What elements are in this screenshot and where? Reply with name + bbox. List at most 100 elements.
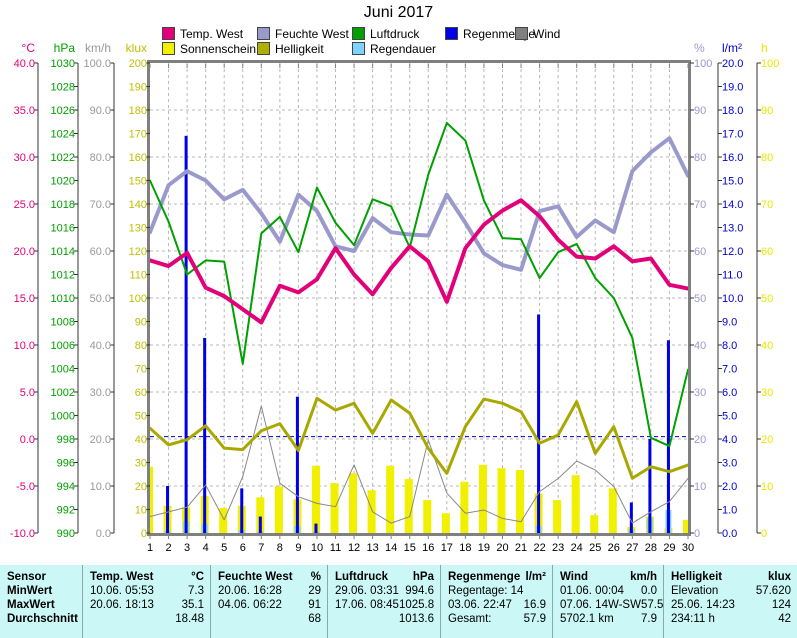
table-cell-value: 57.9 xyxy=(523,613,546,625)
axis-tick-label: 70 xyxy=(761,199,773,211)
axis-unit-header-percent: % xyxy=(694,41,705,55)
table-column-title: Feuchte West xyxy=(218,571,293,583)
table-cell-row: 29.06. 03:31 994.6 xyxy=(328,584,440,598)
bar-sonnenschein xyxy=(423,500,432,533)
axis-tick-label: 994 xyxy=(57,481,75,493)
axis-tick-label: 1018 xyxy=(51,199,75,211)
axis-tick-label: 150 xyxy=(129,176,147,188)
table-column-temp-west: Temp. West °C 10.06. 05:53 7.3 20.06. 18:13 3… xyxy=(82,565,210,638)
bar-sonnenschein xyxy=(386,465,395,533)
legend-label: Luftdruck xyxy=(370,27,420,41)
table-cell-value: 57.5 xyxy=(640,599,663,611)
axis-tick-label: 10.0 xyxy=(14,340,35,352)
x-axis-label: 19 xyxy=(478,542,490,554)
bar-sonnenschein xyxy=(460,481,469,533)
line-temp-west xyxy=(150,198,690,325)
bar-sonnenschein xyxy=(274,486,283,533)
table-cell-value: 16.9 xyxy=(523,599,546,611)
bar-sonnenschein xyxy=(404,478,413,533)
table-cell-value: 124 xyxy=(771,599,791,611)
table-cell-row: 04.06. 06:22 91 xyxy=(211,598,327,612)
axis-tick-label: 0.0 xyxy=(96,528,111,540)
bar-regenmenge xyxy=(295,396,299,533)
axis-tick-label: 1012 xyxy=(51,270,75,282)
axis-tick-label: 40 xyxy=(135,434,147,446)
axis-tick-label: 14.0 xyxy=(722,199,743,211)
legend-swatch xyxy=(257,42,270,55)
axis-tick-label: 9.0 xyxy=(722,317,737,329)
axis-tick-label: 90 xyxy=(135,317,147,329)
axis-tick-label: 13.0 xyxy=(722,223,743,235)
legend-item-wind: Wind xyxy=(515,27,561,41)
axis-tick-label: 20 xyxy=(694,434,706,446)
bar-sonnenschein xyxy=(683,519,690,533)
x-axis-label: 3 xyxy=(184,542,190,554)
legend-item-feuchte-west: Feuchte West xyxy=(257,27,349,41)
bar-regenmenge xyxy=(166,486,170,533)
legend-swatch xyxy=(162,42,175,55)
axis-tick-label: 100.0 xyxy=(83,58,111,70)
axis-tick-label: 11.0 xyxy=(722,270,743,282)
table-row-header: Durchschnitt xyxy=(7,613,78,625)
table-cell-row: Gesamt: 57.9 xyxy=(441,612,552,626)
axis-tick-label: 18.0 xyxy=(722,105,743,117)
bar-sonnenschein xyxy=(256,497,265,533)
table-column-luftdruck: Luftdruck hPa 29.06. 03:31 994.6 17.06. 08:4… xyxy=(327,565,440,638)
x-axis-label: 29 xyxy=(663,542,675,554)
table-cell-row: 01.06. 00:04 0.0 xyxy=(553,584,663,598)
axis-tick-label: 60 xyxy=(694,246,706,258)
table-cell-row: 5702.1 km 7.9 xyxy=(553,612,663,626)
axis-tick-label: 20.0 xyxy=(14,246,35,258)
table-cell-value: 7.9 xyxy=(641,613,657,625)
table-column-unit: klux xyxy=(767,571,791,583)
axis-tick-label: 7.0 xyxy=(722,364,737,376)
table-column-unit: °C xyxy=(191,571,204,583)
table-cell-text: Elevation xyxy=(671,585,719,597)
axis-tick-label: 110 xyxy=(129,270,147,282)
axis-tick-label: 1016 xyxy=(51,223,75,235)
x-axis-label: 24 xyxy=(571,542,583,554)
axis-tick-label: 40.0 xyxy=(14,58,35,70)
table-cell-value: 91 xyxy=(308,599,321,611)
table-cell-text: 17.06. 08:45 xyxy=(335,599,399,611)
bar-sonnenschein xyxy=(590,515,599,533)
axis-tick-label: 17.0 xyxy=(722,129,743,141)
axis-tick-label: 10 xyxy=(694,481,706,493)
axis-tick-label: 1030 xyxy=(51,58,75,70)
axis-tick-label: 60 xyxy=(761,246,773,258)
bar-regenmenge xyxy=(203,337,207,533)
axis-tick-label: 1028 xyxy=(51,82,75,94)
x-axis-label: 15 xyxy=(404,542,416,554)
chart-plot: 1 2 3 4 5 6 7 8 9 10 11 12 13 14 15 16 17 18 19 20 21 22 23 24 2… xyxy=(10,41,779,554)
axis-tick-label: 80 xyxy=(694,152,706,164)
bar-sonnenschein xyxy=(478,464,487,533)
legend-label: Wind xyxy=(533,27,561,41)
table-cell-row: 20.06. 16:28 29 xyxy=(211,584,327,598)
bar-sonnenschein xyxy=(497,468,506,533)
table-row-header: Sensor xyxy=(7,571,46,583)
table-cell-text: 03.06. 22:47 xyxy=(448,599,512,611)
table-cell-text: 04.06. 06:22 xyxy=(218,599,282,611)
table-cell-value: 0.0 xyxy=(641,585,657,597)
table-column-regenmenge: Regenmenge l/m² Regentage: 14 03.06. 22:47 1… xyxy=(440,565,552,638)
x-axis-label: 16 xyxy=(422,542,434,554)
table-column-feuchte-west: Feuchte West% 20.06. 16:28 29 04.06. 06:22 9… xyxy=(210,565,327,638)
table-cell-value: 18.48 xyxy=(175,613,204,625)
axis-klux: 2001901801701601501401301201101009080706… xyxy=(126,41,150,540)
bar-sonnenschein xyxy=(367,490,376,533)
axis-tick-label: 1.0 xyxy=(722,505,737,517)
axis-tick-label: 1022 xyxy=(51,152,75,164)
table-cell-value: 7.3 xyxy=(188,585,204,597)
table-cell-row: Elevation 57.620 xyxy=(664,584,797,598)
bar-sonnenschein xyxy=(441,513,450,533)
line-luftdruck xyxy=(150,121,689,448)
axis-tick-label: 130 xyxy=(129,223,147,235)
axis-unit-header-klux: klux xyxy=(126,41,147,55)
series-helligkeit xyxy=(150,396,690,480)
axis-tick-label: 0 xyxy=(761,528,767,540)
legend-swatch xyxy=(352,42,365,55)
axis-tick-label: 2.0 xyxy=(722,481,737,493)
axis-tick-label: 0.0 xyxy=(20,434,35,446)
bar-regenmenge xyxy=(258,516,262,533)
